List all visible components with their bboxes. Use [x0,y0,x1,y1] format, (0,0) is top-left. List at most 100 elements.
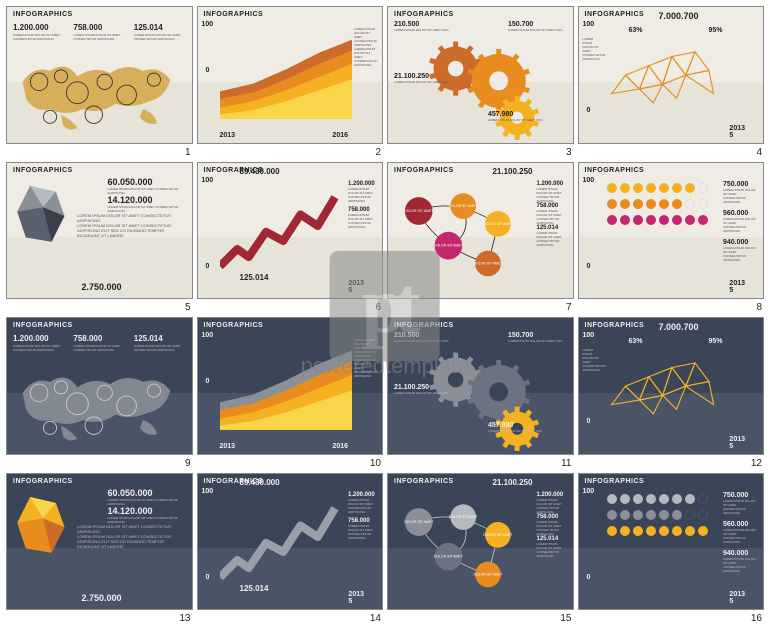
y-min: 0 [206,67,210,74]
dot [646,215,656,225]
lorem-text: LOREM IPSUM DOLOR SIT AMET CONSECTETUR A… [723,499,759,515]
lorem-text: LOREM IPSUM DOLOR SIT AMET CONSECTETUR A… [134,344,186,352]
top-stat: 89.430.000 [240,167,280,176]
slide-title: INFOGRAPHICS [13,478,73,485]
stat: 60.050.000 [108,488,188,498]
lorem-text: LOREM IPSUM DOLOR SIT AMET CONSECTETUR A… [348,524,378,540]
y-max: 100 [583,177,595,184]
lorem-text: LOREM IPSUM DOLOR SIT AMET CONSECTETUR A… [108,498,188,506]
dot [620,215,630,225]
y-max: 100 [583,488,595,495]
dot [672,215,682,225]
dot [646,510,656,520]
slide-1[interactable]: INFOGRAPHICS1.200.000LOREM IPSUM DOLOR S… [6,6,193,144]
bubble-diagram: DOLOR SIT AMETDOLOR SIT AMETDOLOR SIT AM… [394,490,533,604]
dot [646,526,656,536]
slide-14[interactable]: INFOGRAPHICS89.430.000 100 0 125.014 201… [197,473,384,611]
stat: 560.000 [723,521,759,528]
stat-value: 1.200.000 [13,23,65,32]
stat: 1.200.000 [348,492,378,498]
lorem-text: LOREM IPSUM DOLOR SIT AMET CONSECTETUR A… [77,524,188,534]
y-max: 100 [583,332,595,339]
slide-2[interactable]: INFOGRAPHICS100 0 2013 2016 LOREM IPSUM … [197,6,384,144]
lorem-text: LOREM IPSUM DOLOR SIT AMET CONSECTETUR A… [108,205,188,213]
cell-6: INFOGRAPHICS89.430.000 100 0 125.014 201… [197,162,384,314]
slide-number: 14 [370,613,381,624]
dot [620,526,630,536]
slide-5[interactable]: INFOGRAPHICS 60.050.000LOREM IPSUM DOLOR… [6,162,193,300]
stat-value: 758.000 [73,334,125,343]
bot-stat: 125.014 [240,584,269,593]
slide-title: INFOGRAPHICS [394,167,454,174]
dot [659,183,669,193]
thumbnail-grid: INFOGRAPHICS1.200.000LOREM IPSUM DOLOR S… [0,0,770,630]
slide-number: 3 [566,147,572,158]
slide-number: 9 [185,458,191,469]
lorem-text: LOREM IPSUM DOLOR SIT AMET CONSECTETUR A… [583,348,603,372]
slide-3[interactable]: INFOGRAPHICS 210.500LOREM IPSUM DOLOR SI… [387,6,574,144]
slide-number: 16 [751,613,762,624]
dot [620,494,630,504]
lorem-text: LOREM IPSUM DOLOR SIT AMET CONSECTETUR A… [13,33,65,41]
stat: 750.000 [723,492,759,499]
dot [698,510,708,520]
slide-7[interactable]: INFOGRAPHICS21.100.250 DOLOR SIT AMETDOL… [387,162,574,300]
dot [607,510,617,520]
dot [607,215,617,225]
big-stat: 21.100.250 [492,167,532,176]
dot [659,494,669,504]
slide-title: INFOGRAPHICS [585,11,645,18]
lorem-text: LOREM IPSUM DOLOR SIT AMET CONSECTETUR A… [73,33,125,41]
dot [672,494,682,504]
stat-value: 758.000 [73,23,125,32]
bot-stat: 125.014 [240,273,269,282]
slide-9[interactable]: INFOGRAPHICS1.200.000LOREM IPSUM DOLOR S… [6,317,193,455]
year-l: 2013 [220,443,236,450]
stat-value: 125.014 [134,334,186,343]
cell-12: INFOGRAPHICS7.000.70063%95%100 0 20135 L… [578,317,765,469]
gear-stat: 457.980LOREM IPSUM DOLOR SIT AMET CON [488,422,542,433]
cell-15: INFOGRAPHICS21.100.250 DOLOR SIT AMETDOL… [387,473,574,625]
dot [685,215,695,225]
year-r: 2016 [332,443,348,450]
slide-number: 2 [375,147,381,158]
lorem-text: LOREM IPSUM DOLOR SIT AMET CONSECTETUR A… [108,187,188,195]
y-min: 0 [206,263,210,270]
slide-13[interactable]: INFOGRAPHICS 60.050.000LOREM IPSUM DOLOR… [6,473,193,611]
slide-16[interactable]: INFOGRAPHICS100 0 20135 750.000LOREM IPS… [578,473,765,611]
slide-number: 1 [185,147,191,158]
stat: 560.000 [723,210,759,217]
stat: 14.120.000 [108,506,188,516]
slide-15[interactable]: INFOGRAPHICS21.100.250 DOLOR SIT AMETDOL… [387,473,574,611]
y-min: 0 [206,378,210,385]
year-r: 20135 [348,591,364,605]
slide-10[interactable]: INFOGRAPHICS100 0 2013 2016 LOREM IPSUM … [197,317,384,455]
year-r: 20135 [729,280,745,294]
line-chart [220,185,347,279]
bottom-stat: 2.750.000 [81,593,121,603]
dot [607,199,617,209]
slide-11[interactable]: INFOGRAPHICS 210.500LOREM IPSUM DOLOR SI… [387,317,574,455]
stat: 60.050.000 [108,177,188,187]
slide-number: 12 [751,458,762,469]
dot [633,510,643,520]
slide-number: 4 [756,147,762,158]
lorem-text: LOREM IPSUM DOLOR SIT AMET CONSECTETUR A… [583,37,603,61]
cell-13: INFOGRAPHICS 60.050.000LOREM IPSUM DOLOR… [6,473,193,625]
lorem-text: LOREM IPSUM DOLOR SIT AMET CONSECTETUR A… [134,33,186,41]
cell-4: INFOGRAPHICS7.000.70063%95%100 0 20135 L… [578,6,765,158]
slide-4[interactable]: INFOGRAPHICS7.000.70063%95%100 0 20135 L… [578,6,765,144]
lorem-text: LOREM IPSUM DOLOR SIT AMET CONSECTETUR A… [348,213,378,229]
slide-6[interactable]: INFOGRAPHICS89.430.000 100 0 125.014 201… [197,162,384,300]
gear-stat: 21.100.250LOREM IPSUM DOLOR SIT AMET CON [394,73,448,84]
cell-9: INFOGRAPHICS1.200.000LOREM IPSUM DOLOR S… [6,317,193,469]
year-r: 20135 [348,280,364,294]
dot [646,183,656,193]
dot [698,199,708,209]
slide-8[interactable]: INFOGRAPHICS100 0 20135 750.000LOREM IPS… [578,162,765,300]
slide-number: 13 [179,613,190,624]
svg-text:DOLOR SIT AMET: DOLOR SIT AMET [434,554,464,558]
poly-mesh [607,348,728,434]
year-r: 2016 [332,132,348,139]
slide-12[interactable]: INFOGRAPHICS7.000.70063%95%100 0 20135 L… [578,317,765,455]
